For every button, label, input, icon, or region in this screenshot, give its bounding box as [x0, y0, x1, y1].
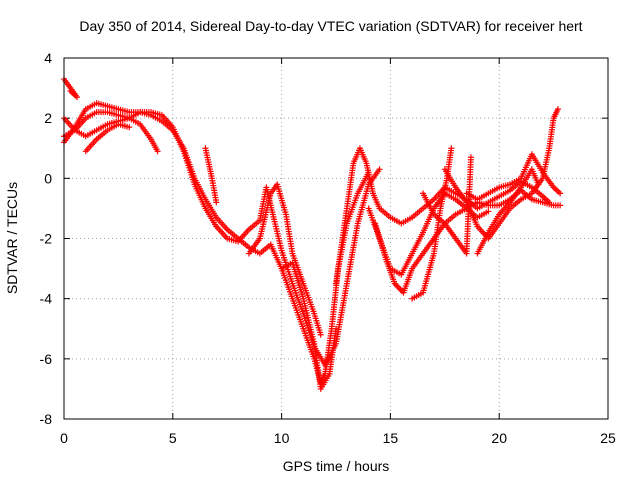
x-tick-label: 5 — [169, 430, 177, 446]
series-sat-a — [61, 76, 81, 101]
data-point — [213, 199, 220, 206]
x-tick-label: 10 — [274, 430, 290, 446]
data-point — [376, 166, 383, 173]
series-sat-o — [463, 151, 564, 203]
data-points — [61, 76, 564, 392]
series-sat-c — [61, 100, 372, 386]
y-tick-label: 2 — [44, 110, 52, 126]
y-tick-label: -6 — [40, 351, 53, 367]
series-sat-h — [278, 259, 339, 392]
axis-ticks: 0 5 10 15 20 25 -8 -6 -4 -2 0 2 4 — [40, 50, 616, 446]
y-tick-label: -4 — [40, 291, 53, 307]
y-tick-label: -2 — [40, 231, 53, 247]
x-tick-label: 25 — [600, 430, 616, 446]
y-tick-label: 4 — [44, 50, 52, 66]
data-point — [467, 154, 474, 161]
data-point — [554, 106, 561, 113]
x-axis-label: GPS time / hours — [283, 458, 390, 474]
data-point — [333, 325, 339, 332]
series-sat-e — [82, 121, 133, 155]
y-tick-label: -8 — [40, 411, 53, 427]
series-sat-i — [333, 145, 553, 287]
x-tick-label: 0 — [60, 430, 68, 446]
grid-lines — [64, 58, 608, 419]
data-point — [317, 331, 324, 338]
data-point — [557, 202, 564, 209]
data-point — [67, 88, 74, 95]
data-point — [154, 148, 161, 155]
x-tick-label: 15 — [383, 430, 399, 446]
series-sat-p — [474, 166, 542, 257]
series-sat-f — [202, 145, 220, 206]
data-point — [557, 190, 564, 197]
data-point — [448, 145, 455, 152]
chart-title: Day 350 of 2014, Sidereal Day-to-day VTE… — [79, 18, 582, 34]
plot-frame — [63, 57, 609, 420]
y-tick-label: 0 — [44, 170, 52, 186]
data-point — [535, 181, 542, 188]
y-axis-label: SDTVAR / TECUs — [4, 182, 20, 294]
x-tick-label: 20 — [491, 430, 507, 446]
data-point — [126, 124, 133, 131]
data-point — [485, 208, 492, 215]
